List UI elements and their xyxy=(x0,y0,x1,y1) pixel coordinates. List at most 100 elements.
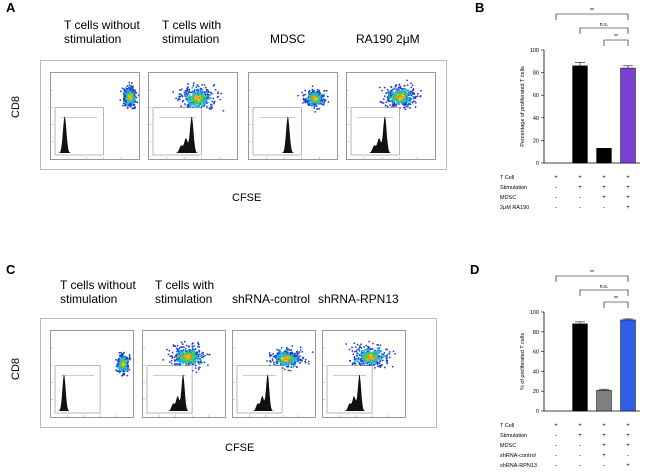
flow-plot xyxy=(248,72,338,160)
panel-d-letter: D xyxy=(470,262,480,277)
flow-dot-plot xyxy=(51,81,140,159)
condition-sign: + xyxy=(602,185,606,191)
condition-sign: + xyxy=(554,423,558,429)
flow-plot xyxy=(322,330,406,418)
condition-sign: + xyxy=(554,175,558,181)
condition-sign: + xyxy=(626,205,630,211)
panel-c-ylabel: CD8 xyxy=(10,357,22,380)
y-tick-label: 60 xyxy=(533,93,539,99)
flow-plot xyxy=(346,72,436,160)
panel-a-title-2: T cells with stimulation xyxy=(162,18,222,46)
flow-plot xyxy=(232,330,316,418)
condition-sign: + xyxy=(626,463,630,469)
condition-sign: - xyxy=(555,463,557,469)
condition-row-label: T Cell xyxy=(500,423,514,429)
condition-sign: - xyxy=(579,195,581,201)
condition-row-label: 2μM RA190 xyxy=(500,205,529,211)
panel-c-title-2: T cells with stimulation xyxy=(155,278,215,306)
condition-sign: - xyxy=(579,443,581,449)
panel-c-title-1: T cells without stimulation xyxy=(60,278,136,306)
bar xyxy=(572,65,588,164)
histogram-curve xyxy=(155,116,200,153)
y-axis-label: % of proliferated T cells xyxy=(520,333,526,391)
panel-c-letter: C xyxy=(6,262,16,277)
y-tick-label: 0 xyxy=(536,161,539,167)
significance-bracket xyxy=(555,275,629,282)
condition-sign: - xyxy=(555,185,557,191)
histogram-curve xyxy=(149,374,191,411)
histogram-curve xyxy=(57,116,102,153)
flow-plot xyxy=(50,72,140,160)
panel-a-title-4: RA190 2μM xyxy=(356,32,420,46)
condition-sign: + xyxy=(578,185,582,191)
significance-label: n.s. xyxy=(600,22,609,28)
significance-bracket xyxy=(555,13,629,20)
histogram-inset xyxy=(252,107,302,156)
histogram-inset xyxy=(350,107,400,156)
condition-sign: + xyxy=(602,443,606,449)
condition-row-label: T Cell xyxy=(500,175,514,181)
condition-sign: - xyxy=(555,205,557,211)
condition-sign: + xyxy=(626,185,630,191)
condition-sign: + xyxy=(578,175,582,181)
condition-sign: - xyxy=(555,433,557,439)
histogram-curve xyxy=(329,374,371,411)
y-tick-label: 80 xyxy=(533,71,539,77)
panel-a-title-3: MDSC xyxy=(270,32,306,46)
condition-sign: - xyxy=(603,463,605,469)
y-tick-label: 60 xyxy=(533,350,539,356)
condition-sign: - xyxy=(579,463,581,469)
condition-sign: + xyxy=(602,453,606,459)
condition-sign: - xyxy=(627,453,629,459)
condition-sign: - xyxy=(555,453,557,459)
flow-dot-plot xyxy=(347,79,422,159)
flow-dot-plot xyxy=(233,345,314,417)
condition-sign: + xyxy=(626,443,630,449)
y-tick-label: 0 xyxy=(536,409,539,415)
y-tick-label: 20 xyxy=(533,138,539,144)
significance-label: ** xyxy=(590,8,595,14)
condition-sign: - xyxy=(579,205,581,211)
significance-label: ** xyxy=(590,270,595,276)
panel-c-xlabel: CFSE xyxy=(225,442,255,454)
condition-sign: + xyxy=(578,423,582,429)
condition-row-label: Stimulation xyxy=(500,185,527,191)
condition-sign: - xyxy=(555,443,557,449)
flow-dot-plot xyxy=(149,82,225,159)
condition-row-label: MDSC xyxy=(500,443,516,449)
condition-sign: - xyxy=(603,205,605,211)
panel-b-letter: B xyxy=(475,0,485,15)
condition-row-label: shRNA-RPN13 xyxy=(500,463,537,469)
condition-row-label: MDSC xyxy=(500,195,516,201)
significance-label: n.s. xyxy=(600,284,609,290)
panel-c-title-4: shRNA-RPN13 xyxy=(318,292,399,306)
significance-bracket xyxy=(603,39,629,46)
significance-bracket xyxy=(579,289,629,296)
condition-row-label: Stimulation xyxy=(500,433,527,439)
y-tick-label: 40 xyxy=(533,116,539,122)
condition-row-label: shRNA-control xyxy=(500,453,536,459)
y-axis-label: Percentage of proliferated T cells xyxy=(520,66,526,147)
flow-plot xyxy=(142,330,226,418)
histogram-curve xyxy=(255,116,300,153)
bar-chart-b: 0 20 40 60 80 100 Percentage of proliferated T… xyxy=(500,8,640,211)
flow-plot xyxy=(50,330,134,418)
significance-bracket xyxy=(579,27,629,34)
condition-sign: + xyxy=(602,423,606,429)
condition-sign: + xyxy=(602,433,606,439)
bar xyxy=(572,323,588,412)
panel-a-xlabel: CFSE xyxy=(232,192,262,204)
bar xyxy=(620,67,636,164)
condition-sign: + xyxy=(626,175,630,181)
histogram-curve xyxy=(239,374,281,411)
bar xyxy=(620,319,636,412)
bar xyxy=(596,389,612,412)
histogram-curve xyxy=(57,374,99,411)
flow-dot-plot xyxy=(143,340,211,417)
condition-sign: + xyxy=(578,433,582,439)
bar xyxy=(596,148,612,164)
significance-label: ** xyxy=(614,34,619,40)
condition-sign: - xyxy=(579,453,581,459)
condition-sign: + xyxy=(626,433,630,439)
y-tick-label: 80 xyxy=(533,330,539,336)
